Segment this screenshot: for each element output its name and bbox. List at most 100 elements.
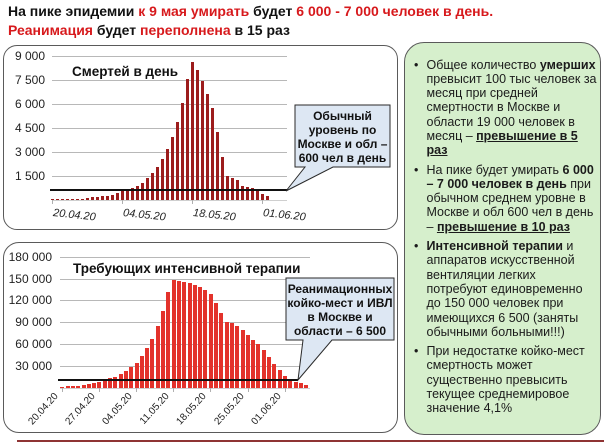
text-segment: вентиляции легких <box>426 267 536 282</box>
y-axis-label: 120 000 <box>8 293 52 308</box>
bullet-line: месяц – превышение в 5 <box>427 129 601 143</box>
y-axis-label: 7 500 <box>14 73 45 87</box>
emphasis-text: 6 000 <box>562 162 594 177</box>
bar <box>272 364 277 388</box>
bar <box>198 287 203 388</box>
title-highlight: 6 000 - 7 000 человек в день. <box>296 3 494 19</box>
bullet-line: смертность может <box>427 358 601 372</box>
x-tick <box>285 388 286 392</box>
bar <box>171 136 174 200</box>
bullet-line: раз <box>427 143 601 157</box>
emphasis-text: умерших <box>539 57 596 72</box>
callout-shape <box>285 104 391 192</box>
text-segment: обычными больными!!!) <box>426 324 565 339</box>
bar <box>251 340 256 388</box>
text-segment: существенно превысить <box>426 372 568 387</box>
bar <box>111 194 114 200</box>
bar <box>181 102 184 200</box>
bullet-item: • Общее количество умерших превысит 100 ты… <box>405 58 600 158</box>
bar <box>304 384 309 388</box>
bar <box>240 330 245 388</box>
bar <box>146 178 149 200</box>
bar <box>61 199 64 200</box>
bar <box>251 188 254 200</box>
bar <box>216 131 219 200</box>
callout-line: в Москве и <box>307 310 373 324</box>
bar <box>226 175 229 200</box>
x-tick <box>192 200 193 204</box>
bullet-line: месяц при средней <box>427 86 601 100</box>
bar <box>266 195 269 200</box>
bar <box>76 198 79 200</box>
bar <box>121 191 124 200</box>
bar <box>214 302 218 388</box>
text-segment: текущее среднемировое <box>426 387 570 402</box>
bullet-line: до 150 000 человек при <box>427 296 601 310</box>
text-segment: смертности в Москве и <box>426 100 561 115</box>
bar <box>129 366 134 388</box>
text-segment: до 150 000 человек при <box>426 296 564 311</box>
text-segment: потребуют единовременно <box>426 281 583 296</box>
bullet-item: • На пике будет умирать 6 000– 7 000 чело… <box>405 163 600 234</box>
callout-line: Обычный <box>313 109 372 123</box>
bar <box>256 190 259 200</box>
bar <box>145 348 150 388</box>
bar <box>191 61 194 200</box>
callout-bubble <box>285 104 391 192</box>
text-segment: превысит 100 тыс человек за <box>426 71 597 86</box>
x-tick <box>99 388 100 392</box>
bullet-item: • При недостатке койко-мест смертность мож… <box>405 344 600 415</box>
bar <box>224 322 229 388</box>
bar <box>156 167 159 200</box>
reference-line <box>50 189 287 192</box>
text-segment: области 19 000 человек в <box>426 114 575 129</box>
bar <box>71 199 74 200</box>
chart-title: Требующих интенсивной терапии <box>73 261 301 276</box>
bar <box>203 289 208 388</box>
text-segment: месяц – <box>426 128 477 143</box>
y-axis-label: 3 000 <box>14 145 45 159</box>
bar <box>298 383 303 388</box>
bar <box>261 349 266 388</box>
bar <box>182 282 187 388</box>
plot-area: 30 000 60 000 90 000 120 000 150 000 180 000 2… <box>3 242 398 433</box>
bar <box>65 386 70 388</box>
bar <box>288 380 293 388</box>
callout-line: койко-мест и ИВЛ <box>287 296 393 310</box>
emphasis-text: – 7 000 человек в день <box>426 176 567 191</box>
bar <box>176 281 181 388</box>
x-tick <box>262 200 263 204</box>
emphasis-text: превышение в 10 раз <box>436 219 570 234</box>
title-highlight: переполнена <box>140 22 231 38</box>
bar <box>81 198 84 200</box>
icu-demand-chart: 30 000 60 000 90 000 120 000 150 000 180 000 2… <box>3 242 398 433</box>
bar <box>171 280 176 388</box>
bar <box>81 385 86 388</box>
bar <box>261 194 264 200</box>
gridline <box>52 176 287 177</box>
bar <box>196 69 199 200</box>
callout-line: области – 6 500 <box>293 324 387 338</box>
bullet-item: • Интенсивной терапии и аппаратов искусств… <box>405 239 600 339</box>
bullet-line: смертности в Москве и <box>427 100 601 114</box>
bar <box>166 292 171 388</box>
bar <box>206 94 209 200</box>
bar <box>293 382 298 388</box>
bullet-line: На пике будет умирать 6 000 <box>427 163 601 177</box>
text-segment: смертность может <box>426 358 533 373</box>
callout-line: Реанимационных <box>287 282 393 296</box>
bar <box>245 334 250 388</box>
y-axis-label: 180 000 <box>8 249 52 264</box>
title-text: будет <box>92 22 140 38</box>
y-axis-label: 1 500 <box>14 169 45 183</box>
bullet-line: имеющихся 6 500 (заняты <box>427 311 601 325</box>
bar <box>106 195 109 200</box>
bar <box>241 185 244 200</box>
y-axis-label: 90 000 <box>15 315 52 330</box>
text-segment: Общее количество <box>426 57 540 72</box>
slide-title: На пике эпидемии к 9 мая умирать будет 6… <box>8 2 493 40</box>
bullet-line: Москве и обл 600 чел в день <box>427 205 601 219</box>
bar <box>161 311 165 388</box>
bullet-line: При недостатке койко-мест <box>427 344 601 358</box>
bullet-line: превысит 100 тыс человек за <box>427 72 601 86</box>
